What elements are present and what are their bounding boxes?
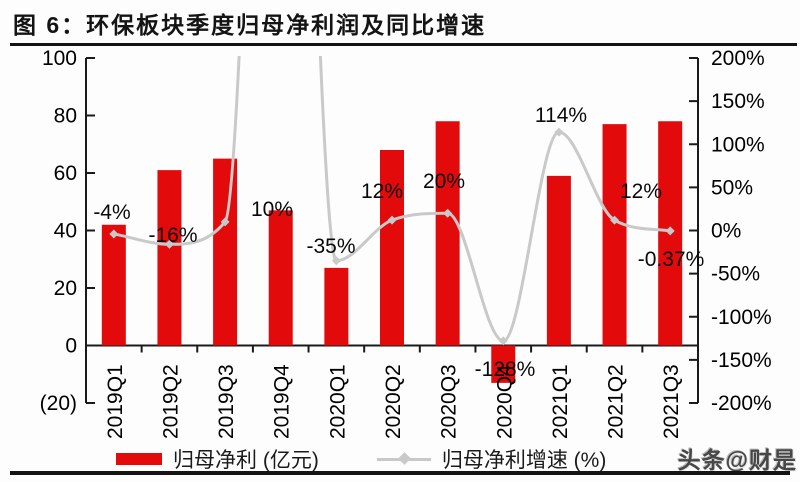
bar-2020Q3 bbox=[435, 121, 460, 346]
growth-marker-2020Q4 bbox=[498, 336, 508, 346]
x-axis-label-2021Q3: 2021Q3 bbox=[660, 364, 683, 439]
growth-marker-2019Q1 bbox=[109, 229, 119, 239]
left-axis-tick-label: 40 bbox=[54, 220, 77, 243]
x-axis-label-2021Q2: 2021Q2 bbox=[605, 364, 628, 439]
left-axis-tick-label: 60 bbox=[54, 162, 77, 185]
growth-label-2021Q1: 114% bbox=[535, 104, 587, 127]
left-axis-tick-label: 100 bbox=[42, 47, 77, 70]
x-axis-label-2021Q1: 2021Q1 bbox=[549, 364, 572, 439]
title-divider bbox=[10, 43, 797, 46]
growth-marker-2021Q3 bbox=[665, 226, 675, 236]
growth-label-2019Q2: -16% bbox=[148, 224, 197, 247]
left-axis-tick-label: 80 bbox=[54, 105, 77, 128]
right-axis-tick-label: -150% bbox=[711, 349, 772, 372]
bar-2019Q1 bbox=[101, 224, 126, 346]
growth-line bbox=[113, 56, 671, 343]
left-axis-tick-label: 0 bbox=[65, 335, 77, 358]
right-axis-tick-label: -50% bbox=[711, 263, 760, 286]
right-axis-tick-label: 200% bbox=[711, 47, 765, 70]
right-axis-tick-label: 50% bbox=[711, 176, 753, 199]
growth-label-2019Q3: 10% bbox=[251, 198, 293, 221]
bar-2021Q1 bbox=[546, 175, 571, 346]
bottom-divider bbox=[10, 471, 790, 475]
legend-label-net-profit: 归母净利 (亿元) bbox=[173, 449, 319, 472]
left-axis-tick-label: 20 bbox=[54, 277, 77, 300]
growth-marker-2020Q2 bbox=[387, 215, 397, 225]
bar-2019Q2 bbox=[157, 170, 182, 346]
legend-item-net-profit: 归母净利 (亿元) bbox=[116, 444, 319, 474]
bar-2021Q2 bbox=[602, 124, 627, 346]
bar-series-swatch bbox=[116, 453, 162, 465]
bar-2019Q4 bbox=[268, 210, 293, 346]
x-axis-label-2019Q1: 2019Q1 bbox=[104, 364, 127, 439]
watermark: 头条@财是 bbox=[677, 447, 797, 473]
x-axis-label-2019Q3: 2019Q3 bbox=[215, 364, 238, 439]
growth-marker-2020Q3 bbox=[443, 208, 453, 218]
figure-title: 图 6：环保板块季度归母净利润及同比增速 bbox=[13, 12, 487, 38]
right-axis-tick-label: -100% bbox=[711, 306, 772, 329]
right-axis-tick-label: -200% bbox=[711, 392, 772, 415]
right-axis-tick-label: 0% bbox=[711, 220, 741, 243]
growth-marker-2019Q2 bbox=[164, 239, 174, 249]
growth-marker-2021Q1 bbox=[554, 127, 564, 137]
bar-2020Q4 bbox=[491, 345, 516, 383]
right-axis-tick-label: 100% bbox=[711, 133, 765, 156]
growth-marker-2020Q1 bbox=[331, 256, 341, 266]
line-series-swatch bbox=[376, 451, 431, 465]
left-axis-tick-label: (20) bbox=[40, 392, 77, 415]
growth-label-2020Q4: -128% bbox=[475, 358, 536, 381]
x-axis-label-2020Q3: 2020Q3 bbox=[438, 364, 461, 439]
x-axis-label-2020Q1: 2020Q1 bbox=[326, 364, 349, 439]
x-axis-label-2019Q4: 2019Q4 bbox=[271, 364, 294, 439]
growth-marker-2021Q2 bbox=[610, 215, 620, 225]
growth-label-2021Q2: 12% bbox=[620, 180, 662, 203]
growth-label-2020Q1: -35% bbox=[306, 235, 355, 258]
x-axis-label-2020Q4: 2020Q4 bbox=[493, 364, 516, 439]
growth-label-2020Q3: 20% bbox=[423, 170, 465, 193]
growth-label-2020Q2: 12% bbox=[361, 180, 403, 203]
line-marker-icon bbox=[397, 451, 411, 465]
bar-2020Q1 bbox=[324, 267, 349, 346]
chart-legend: 归母净利 (亿元) 归母净利增速 (%) bbox=[116, 444, 606, 474]
legend-label-growth: 归母净利增速 (%) bbox=[441, 449, 607, 472]
bar-2019Q3 bbox=[213, 158, 238, 346]
growth-label-2019Q1: -4% bbox=[93, 201, 130, 224]
x-axis-label-2020Q2: 2020Q2 bbox=[382, 364, 405, 439]
legend-item-growth: 归母净利增速 (%) bbox=[376, 444, 607, 474]
growth-marker-2019Q3 bbox=[220, 217, 230, 227]
growth-label-2021Q3: -0.37% bbox=[638, 248, 705, 271]
x-axis-label-2019Q2: 2019Q2 bbox=[159, 364, 182, 439]
right-axis-tick-label: 150% bbox=[711, 90, 765, 113]
bar-2020Q2 bbox=[380, 150, 404, 346]
